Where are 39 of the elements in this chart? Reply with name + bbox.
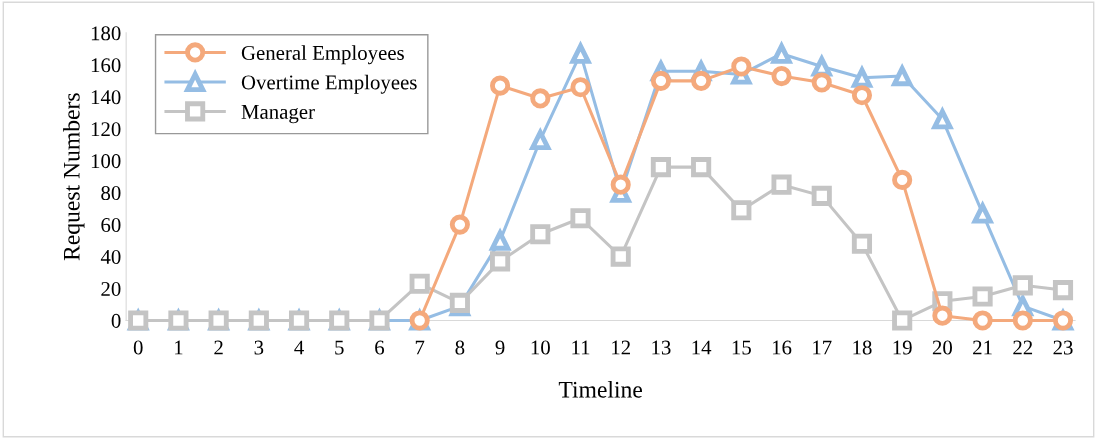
x-tick-label: 13	[652, 340, 671, 355]
x-tick-label: 15	[732, 340, 751, 355]
x-tick-label: 2	[214, 340, 223, 355]
x-tick-label: 10	[531, 340, 550, 355]
x-tick-label: 3	[254, 340, 264, 355]
x-tick-label: 12	[612, 340, 630, 355]
y-axis-title: Request Numbers	[63, 93, 85, 261]
y-tick-label: 60	[101, 218, 121, 233]
x-tick-label: 4	[294, 340, 304, 355]
x-tick-label: 0	[133, 340, 143, 355]
y-tick-label: 120	[91, 122, 121, 137]
y-tick-label: 0	[111, 313, 121, 328]
x-tick-label: 20	[932, 340, 952, 355]
y-tick-label: 180	[91, 26, 121, 41]
x-tick-label: 19	[893, 340, 912, 355]
x-axis-title: Timeline	[558, 381, 642, 398]
y-tick-label: 100	[91, 154, 121, 169]
x-tick-label: 21	[973, 340, 992, 355]
x-tick-label: 16	[772, 340, 792, 355]
y-tick-label: 40	[100, 249, 121, 264]
y-tick-label: 80	[101, 186, 121, 201]
x-tick-label: 5	[335, 340, 344, 355]
x-tick-label: 6	[375, 340, 385, 355]
x-tick-label: 17	[813, 340, 832, 355]
x-tick-label: 1	[175, 340, 183, 355]
y-tick-label: 140	[91, 90, 121, 105]
x-tick-label: 22	[1013, 340, 1033, 355]
legend-label: Overtime Employees	[241, 74, 417, 94]
x-tick-label: 7	[415, 340, 425, 355]
x-tick-label: 9	[495, 340, 505, 355]
x-tick-label: 8	[455, 340, 465, 355]
legend-label: General Employees	[241, 45, 404, 65]
x-tick-label: 14	[692, 340, 712, 355]
x-tick-label: 11	[572, 340, 590, 355]
x-tick-label: 18	[853, 340, 872, 355]
legend-label: Manager	[241, 105, 315, 124]
x-tick-label: 23	[1053, 340, 1073, 355]
y-tick-label: 160	[91, 58, 121, 73]
y-tick-label: 20	[101, 281, 121, 296]
